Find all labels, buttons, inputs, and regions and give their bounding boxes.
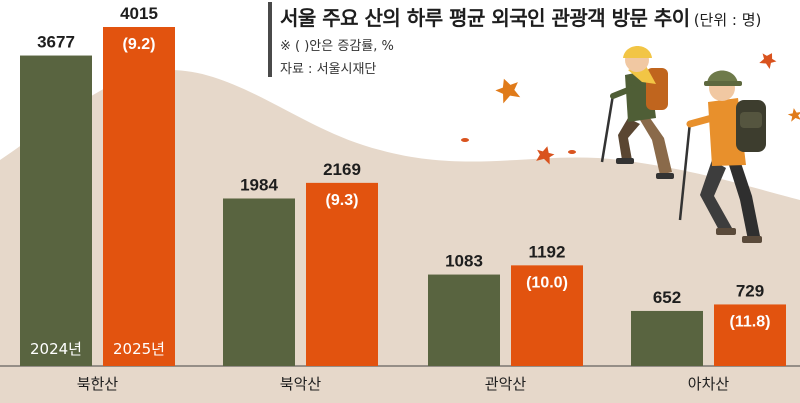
bar-2025-4 [714, 304, 786, 366]
change-rate-label: (9.3) [326, 192, 359, 209]
hiker-illustration [678, 70, 766, 243]
chart-title: 서울 주요 산의 하루 평균 외국인 관광객 방문 추이 [280, 6, 690, 30]
legend-label-2025: 2025년 [113, 340, 165, 358]
bar-2025-3 [511, 265, 583, 366]
legend-label-2024: 2024년 [30, 340, 82, 358]
value-label-2024: 1083 [445, 252, 483, 271]
autumn-leaf-icon [495, 78, 521, 104]
autumn-leaf-icon [461, 138, 469, 142]
source-label: 자료 : 서울시재단 [280, 62, 377, 77]
change-rate-label: (9.2) [123, 36, 156, 53]
category-label: 북악산 [280, 375, 322, 393]
hiker-illustration [600, 46, 674, 179]
bar-2024-2 [223, 198, 295, 366]
bar-2025-1 [103, 27, 175, 366]
value-label-2025: 4015 [120, 4, 158, 23]
mountain-background [0, 70, 800, 403]
chart-title-block: 서울 주요 산의 하루 평균 외국인 관광객 방문 추이 (단위 : 명) ※ (… [268, 2, 761, 77]
change-rate-label: (10.0) [526, 274, 568, 291]
unit-label: (단위 : 명) [693, 11, 762, 29]
change-rate-label: (11.8) [730, 313, 771, 330]
category-label: 관악산 [485, 375, 527, 393]
value-label-2025: 1192 [529, 242, 566, 261]
bar-2024-4 [631, 310, 703, 366]
autumn-leaf-icon [787, 108, 800, 122]
title-line: 서울 주요 산의 하루 평균 외국인 관광객 방문 추이 (단위 : 명) [280, 2, 761, 31]
autumn-leaf-icon [536, 146, 555, 165]
autumn-leaf-icon [568, 150, 576, 154]
autumn-leaf-icon [759, 53, 777, 70]
bar-2025-2 [306, 182, 378, 366]
value-label-2024: 3677 [37, 33, 75, 52]
bar-2024-1 [20, 55, 92, 366]
bar-2024-3 [428, 274, 500, 366]
category-label: 아차산 [688, 375, 730, 393]
value-label-2024: 652 [653, 288, 681, 307]
category-label: 북한산 [77, 375, 119, 393]
footnote: ※ ( )안은 증감률, % [280, 39, 394, 54]
value-label-2024: 1984 [240, 175, 278, 194]
value-label-2025: 2169 [323, 160, 361, 179]
value-label-2025: 729 [736, 281, 764, 300]
